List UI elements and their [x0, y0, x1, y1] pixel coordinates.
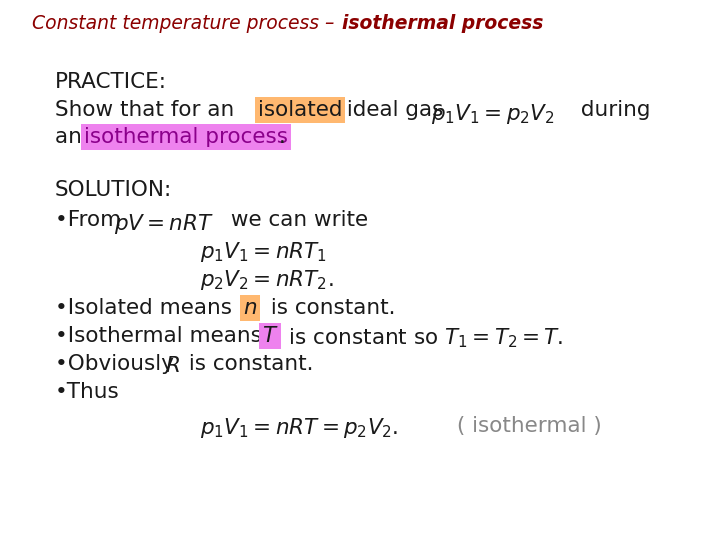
Text: isothermal process: isothermal process: [84, 127, 288, 147]
Text: $p_2V_2 = nRT_2.$: $p_2V_2 = nRT_2.$: [200, 268, 333, 292]
Text: $p_1V_1 = nRT_1$: $p_1V_1 = nRT_1$: [200, 240, 327, 264]
Text: $p_1V_1 = p_2V_2$: $p_1V_1 = p_2V_2$: [431, 102, 555, 126]
Text: $R$: $R$: [165, 356, 180, 376]
Text: $T$: $T$: [262, 326, 279, 346]
Text: ( isothermal ): ( isothermal ): [450, 416, 602, 436]
Text: is constant.: is constant.: [182, 354, 313, 374]
Text: is constant so $T_1 = T_2 = T.$: is constant so $T_1 = T_2 = T.$: [282, 326, 563, 349]
Text: •Isothermal means: •Isothermal means: [55, 326, 269, 346]
Text: •Thus: •Thus: [55, 382, 120, 402]
Text: ideal gas: ideal gas: [340, 100, 450, 120]
Text: $n$: $n$: [243, 298, 257, 318]
Text: $pV = nRT$: $pV = nRT$: [114, 212, 214, 236]
Text: Show that for an: Show that for an: [55, 100, 241, 120]
Text: is constant.: is constant.: [264, 298, 395, 318]
Text: $p_1V_1 = nRT = p_2V_2.$: $p_1V_1 = nRT = p_2V_2.$: [200, 416, 398, 440]
Text: •From: •From: [55, 210, 128, 230]
Text: during: during: [574, 100, 650, 120]
Text: SOLUTION:: SOLUTION:: [55, 180, 172, 200]
Text: isothermal process: isothermal process: [342, 14, 544, 33]
Text: •Obviously: •Obviously: [55, 354, 181, 374]
Text: we can write: we can write: [224, 210, 368, 230]
Text: Constant temperature process –: Constant temperature process –: [32, 14, 334, 33]
Text: .: .: [279, 127, 286, 147]
Text: isolated: isolated: [258, 100, 343, 120]
Text: •Isolated means: •Isolated means: [55, 298, 239, 318]
Text: an: an: [55, 127, 89, 147]
Text: PRACTICE:: PRACTICE:: [55, 72, 167, 92]
